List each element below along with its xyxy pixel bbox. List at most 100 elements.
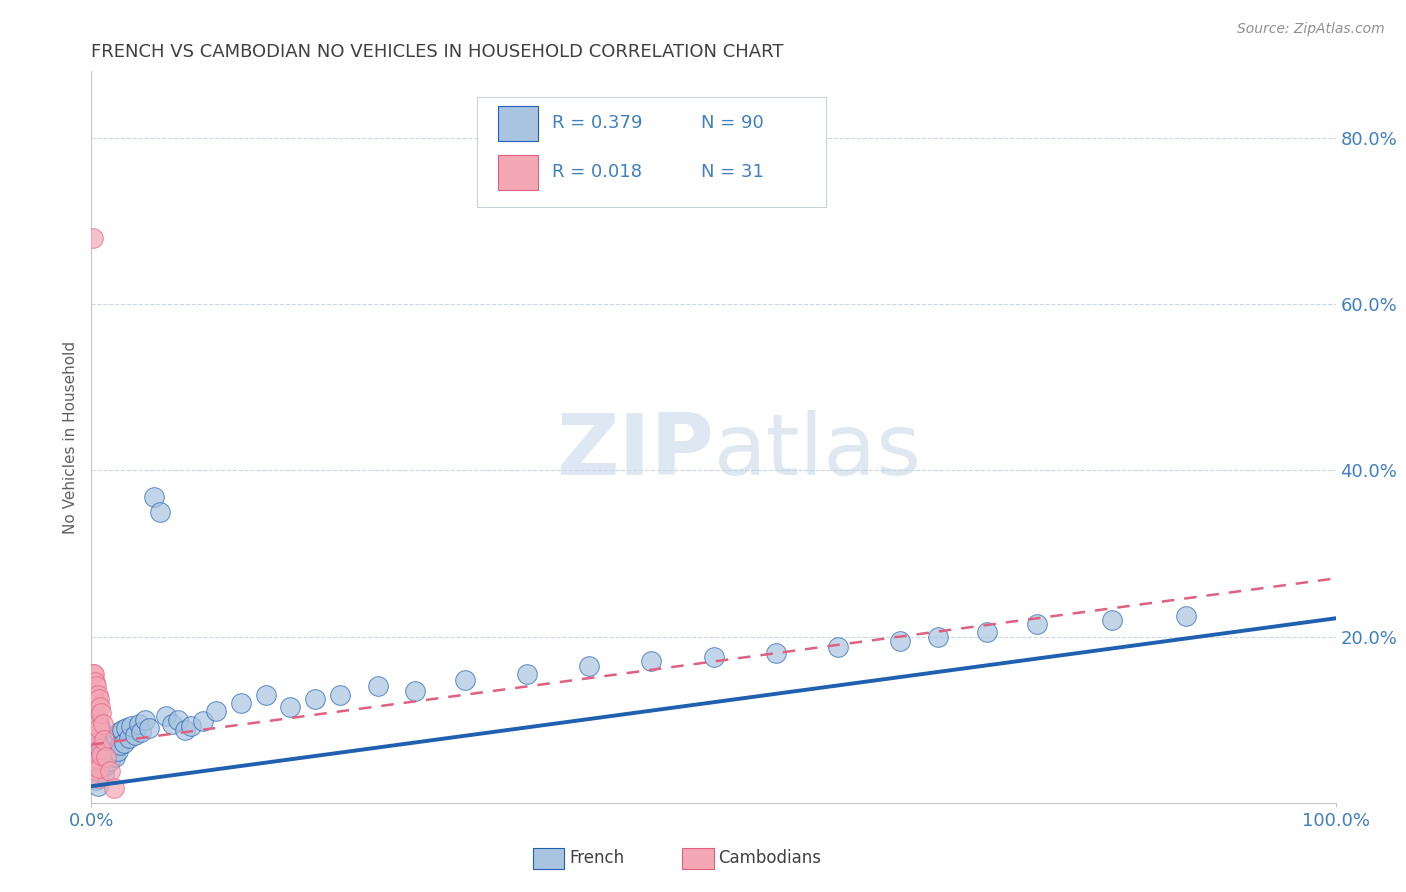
FancyBboxPatch shape	[498, 154, 538, 190]
Point	[84, 729, 107, 743]
Point	[86, 716, 108, 731]
Point	[97, 741, 120, 756]
Point	[86, 713, 108, 727]
Point	[89, 741, 111, 756]
Point	[84, 705, 107, 719]
Point	[89, 721, 111, 735]
Point	[98, 733, 121, 747]
Point	[149, 505, 172, 519]
Point	[103, 736, 125, 750]
Point	[84, 725, 107, 739]
Point	[173, 723, 195, 737]
Point	[87, 692, 110, 706]
Point	[142, 490, 165, 504]
Point	[84, 675, 107, 690]
Point	[180, 719, 202, 733]
Point	[94, 756, 117, 770]
Point	[280, 700, 302, 714]
Point	[90, 764, 112, 779]
Point	[765, 646, 787, 660]
Point	[516, 667, 538, 681]
Point	[90, 706, 112, 720]
Point	[84, 750, 107, 764]
Point	[89, 700, 111, 714]
Point	[702, 650, 725, 665]
Point	[90, 744, 112, 758]
Text: R = 0.018: R = 0.018	[551, 163, 641, 181]
Point	[404, 683, 426, 698]
Point	[86, 754, 108, 768]
Point	[118, 731, 141, 745]
Point	[100, 739, 122, 754]
Point	[86, 761, 108, 775]
Point	[83, 721, 105, 735]
Point	[83, 696, 105, 710]
Point	[120, 719, 142, 733]
Point	[103, 780, 125, 795]
Point	[640, 655, 662, 669]
Point	[86, 688, 108, 702]
Point	[93, 747, 115, 762]
FancyBboxPatch shape	[533, 848, 564, 869]
Point	[90, 725, 112, 739]
Point	[138, 721, 160, 735]
Point	[83, 741, 105, 756]
Point	[229, 696, 252, 710]
Text: Cambodians: Cambodians	[718, 849, 821, 867]
Point	[304, 692, 326, 706]
Point	[205, 705, 228, 719]
Point	[96, 739, 118, 754]
Point	[86, 713, 108, 727]
Point	[91, 750, 114, 764]
FancyBboxPatch shape	[498, 106, 538, 141]
Point	[976, 625, 998, 640]
Point	[86, 680, 108, 694]
Point	[87, 738, 110, 752]
Point	[87, 716, 110, 731]
Point	[84, 763, 107, 777]
Text: ZIP: ZIP	[555, 410, 713, 493]
Point	[107, 744, 129, 758]
Point	[162, 716, 184, 731]
Point	[1026, 617, 1049, 632]
Y-axis label: No Vehicles in Household: No Vehicles in Household	[63, 341, 79, 533]
Point	[82, 716, 104, 731]
Point	[108, 738, 131, 752]
Point	[193, 714, 215, 729]
Text: French: French	[569, 849, 624, 867]
Point	[927, 630, 949, 644]
Point	[87, 721, 110, 735]
Point	[82, 667, 104, 681]
Point	[82, 746, 104, 760]
Point	[83, 667, 105, 681]
Point	[83, 763, 105, 777]
Point	[96, 758, 118, 772]
Point	[115, 721, 138, 735]
Point	[1175, 608, 1198, 623]
Point	[98, 754, 121, 768]
Point	[93, 766, 115, 780]
Point	[91, 716, 114, 731]
Text: atlas: atlas	[713, 410, 921, 493]
Point	[93, 733, 115, 747]
Point	[329, 688, 352, 702]
Point	[84, 764, 107, 779]
Point	[94, 738, 117, 752]
Text: R = 0.379: R = 0.379	[551, 114, 643, 132]
Point	[889, 633, 911, 648]
Point	[98, 764, 121, 779]
Point	[105, 729, 128, 743]
Point	[82, 688, 104, 702]
Point	[367, 680, 389, 694]
Point	[86, 729, 108, 743]
Point	[453, 673, 475, 687]
Point	[167, 713, 190, 727]
Point	[87, 756, 110, 770]
Point	[1101, 613, 1123, 627]
FancyBboxPatch shape	[477, 97, 825, 207]
Point	[112, 736, 135, 750]
Point	[86, 733, 108, 747]
Point	[155, 708, 177, 723]
Point	[86, 779, 108, 793]
Point	[93, 733, 115, 747]
